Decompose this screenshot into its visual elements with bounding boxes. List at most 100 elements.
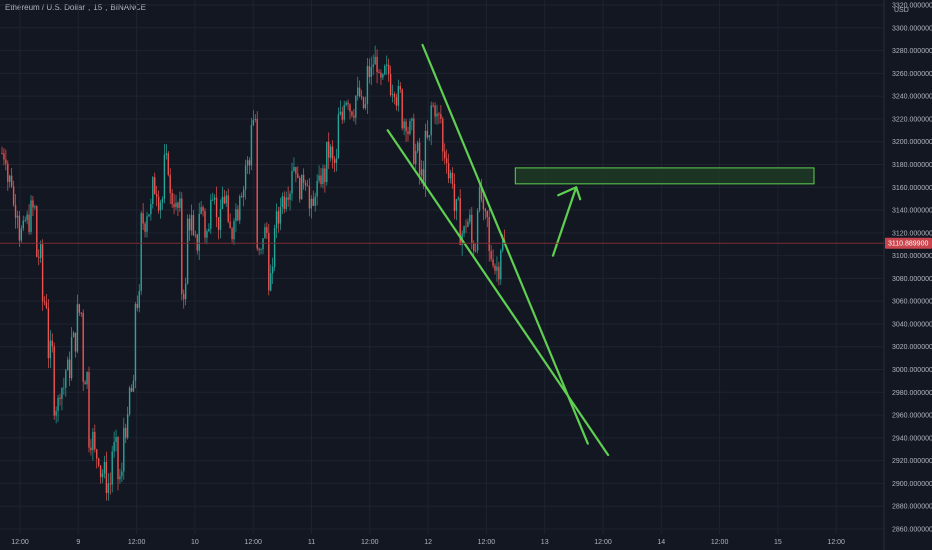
candle-body (177, 202, 179, 208)
candle-body (138, 290, 140, 308)
candle-body (416, 142, 419, 152)
x-tick-label: 11 (308, 539, 315, 546)
candle-body (471, 214, 473, 244)
candle-body (63, 387, 65, 389)
candle-body (84, 381, 86, 385)
candle-body (492, 259, 494, 266)
candle-body (225, 195, 227, 204)
x-tick-label: 15 (774, 539, 782, 546)
candle-body (47, 307, 50, 359)
candle-body (115, 436, 117, 443)
candle-body (337, 114, 340, 159)
candle-body (478, 187, 481, 211)
candle-body (306, 185, 309, 187)
candle-body (175, 202, 177, 208)
price-axis[interactable]: 2860.000000 2880.000000 2900.000000 2920.00… (883, 0, 932, 550)
candles-layer (1, 45, 506, 501)
candle-body (384, 65, 386, 75)
chart-header: Ethereum / U.S. Dollar, 15, BINANCE (5, 3, 146, 12)
candle-body (498, 266, 500, 280)
candle-body (12, 186, 15, 205)
candle-body (297, 173, 299, 179)
candle-body (204, 210, 206, 238)
y-tick-label: 3000.000000 (892, 367, 932, 374)
candle-body (329, 146, 332, 158)
candle-body (167, 153, 169, 175)
candle-body (244, 165, 247, 190)
candle-body (39, 244, 42, 258)
candle-body (405, 121, 407, 132)
candle-body (229, 221, 231, 229)
candle-body (455, 199, 458, 211)
symbol-name[interactable]: Ethereum / U.S. Dollar (5, 3, 86, 12)
candle-body (285, 197, 287, 209)
candle-body (241, 196, 243, 197)
x-tick-label: 12:00 (128, 539, 146, 546)
x-tick-label: 12:00 (594, 539, 612, 546)
candle-body (424, 130, 427, 186)
candle-body (94, 431, 96, 450)
candle-body (235, 209, 237, 222)
candle-body (107, 483, 110, 493)
candle-body (125, 427, 127, 438)
candle-body (196, 234, 198, 251)
y-tick-label: 3280.000000 (892, 48, 932, 55)
candle-body (219, 209, 222, 230)
candle-body (409, 120, 411, 134)
interval-label[interactable]: 15 (93, 3, 103, 12)
x-tick-label: 12:00 (827, 539, 845, 546)
candle-body (171, 193, 173, 205)
candle-body (434, 105, 436, 117)
candle-body (382, 74, 384, 78)
y-tick-label: 3140.000000 (892, 208, 932, 215)
x-tick-label: 12:00 (478, 539, 496, 546)
candle-body (322, 168, 324, 185)
candle-body (480, 187, 483, 200)
candle-body (117, 436, 119, 480)
candle-body (183, 293, 185, 300)
candle-body (101, 473, 104, 477)
candle-body (14, 204, 17, 218)
candle-body (92, 431, 94, 451)
candle-body (374, 56, 376, 65)
candle-body (473, 243, 475, 251)
time-axis[interactable]: 12:00 9 12:00 10 12:00 11 12:00 12 12:00 13 12:00 1… (11, 539, 845, 546)
candle-body (148, 214, 150, 217)
candle-body (10, 175, 13, 187)
candle-body (163, 154, 166, 199)
candle-body (86, 372, 88, 385)
candle-body (316, 180, 318, 197)
candle-body (140, 213, 142, 291)
y-tick-label: 3300.000000 (892, 25, 932, 32)
candle-body (474, 250, 477, 252)
candle-body (399, 86, 401, 90)
candle-body (28, 214, 30, 232)
candle-body (144, 223, 146, 232)
candle-body (119, 476, 121, 480)
candle-body (210, 199, 212, 229)
candle-body (252, 119, 255, 126)
candle-body (20, 228, 23, 241)
candle-body (357, 87, 359, 96)
candle-body (192, 215, 195, 236)
candle-body (420, 169, 423, 176)
candle-body (440, 114, 442, 119)
candle-body (227, 195, 229, 222)
candle-body (393, 93, 396, 98)
current-price-tag (885, 237, 932, 249)
y-tick-label: 3260.000000 (892, 71, 932, 78)
candle-body (430, 105, 432, 136)
candle-body (496, 266, 498, 271)
candle-body (457, 198, 459, 200)
candle-body (341, 111, 343, 120)
candle-body (173, 204, 175, 208)
x-tick-label: 12 (424, 539, 432, 546)
x-tick-label: 10 (191, 539, 199, 546)
candle-body (366, 66, 369, 105)
candle-body (65, 370, 67, 388)
candle-body (208, 228, 210, 232)
candle-body (9, 175, 11, 182)
x-tick-label: 12:00 (361, 539, 379, 546)
candle-body (451, 172, 454, 185)
